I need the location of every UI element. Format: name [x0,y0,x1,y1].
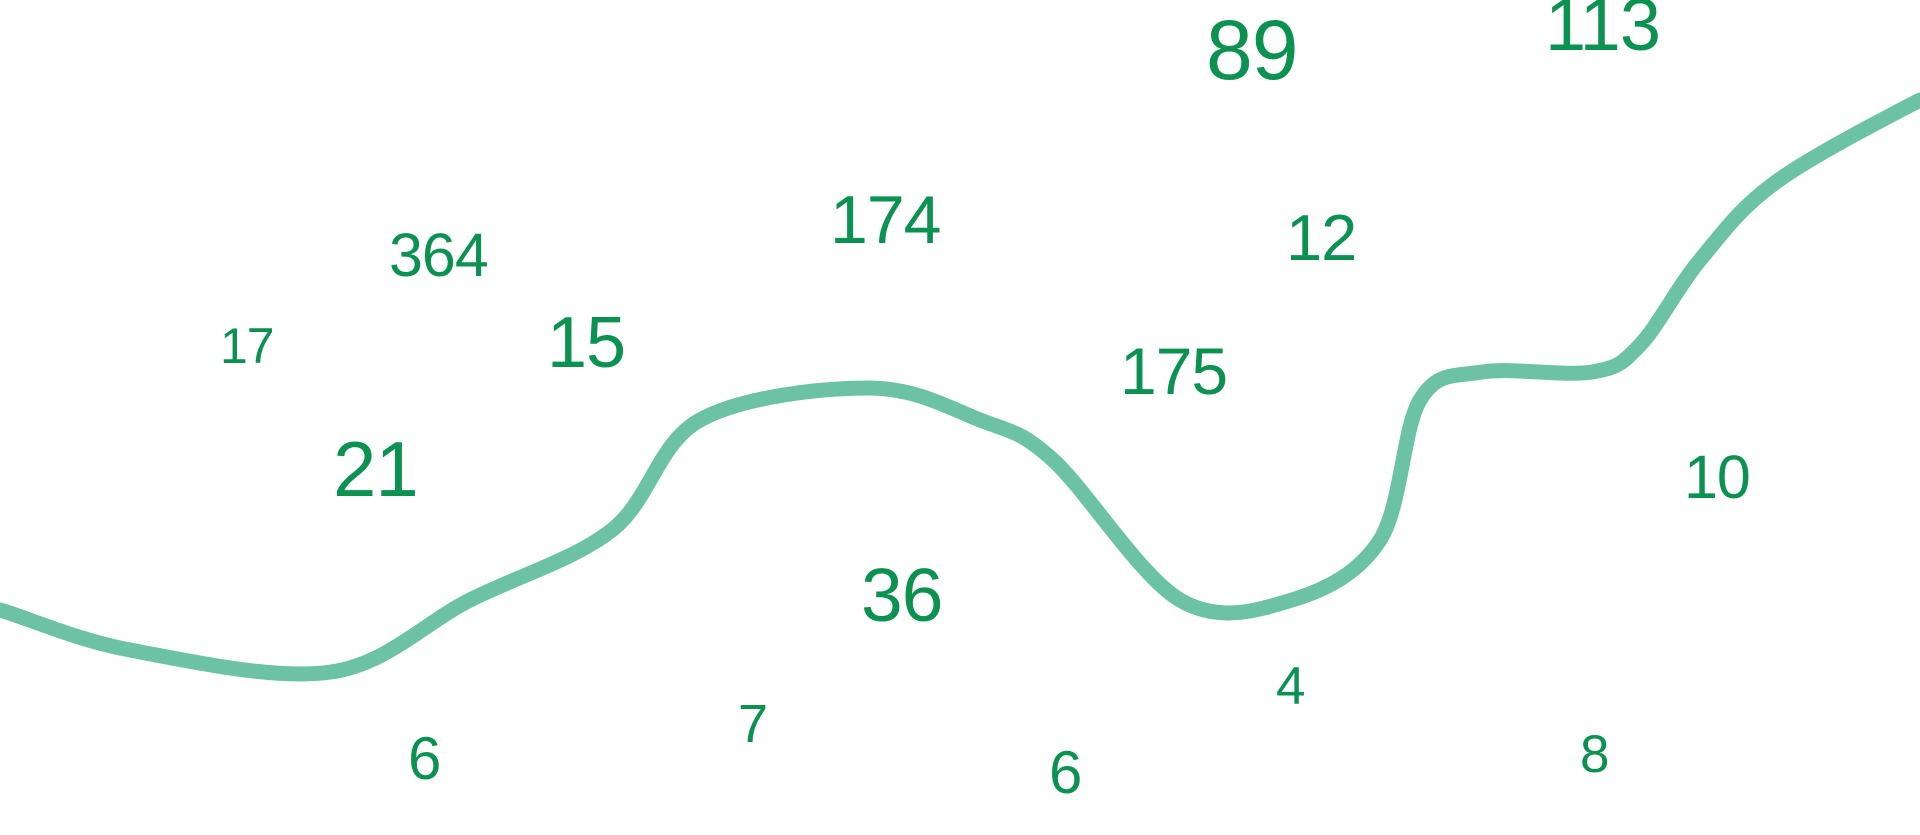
number-label: 12 [1286,201,1357,274]
number-label: 113 [1545,0,1661,66]
number-label: 21 [333,425,419,513]
number-label: 6 [408,725,441,792]
number-label: 89 [1206,3,1298,97]
number-label: 4 [1276,657,1306,716]
number-label: 8 [1580,725,1610,784]
number-label: 174 [830,182,941,258]
number-label: 364 [389,221,489,289]
number-label: 6 [1049,739,1082,806]
number-label: 36 [861,553,943,637]
number-label: 17 [220,318,275,374]
wave-curve-line [0,92,1920,682]
number-label: 15 [547,303,626,383]
number-label: 10 [1684,443,1751,511]
number-label: 7 [738,694,768,754]
number-label: 175 [1120,334,1228,408]
